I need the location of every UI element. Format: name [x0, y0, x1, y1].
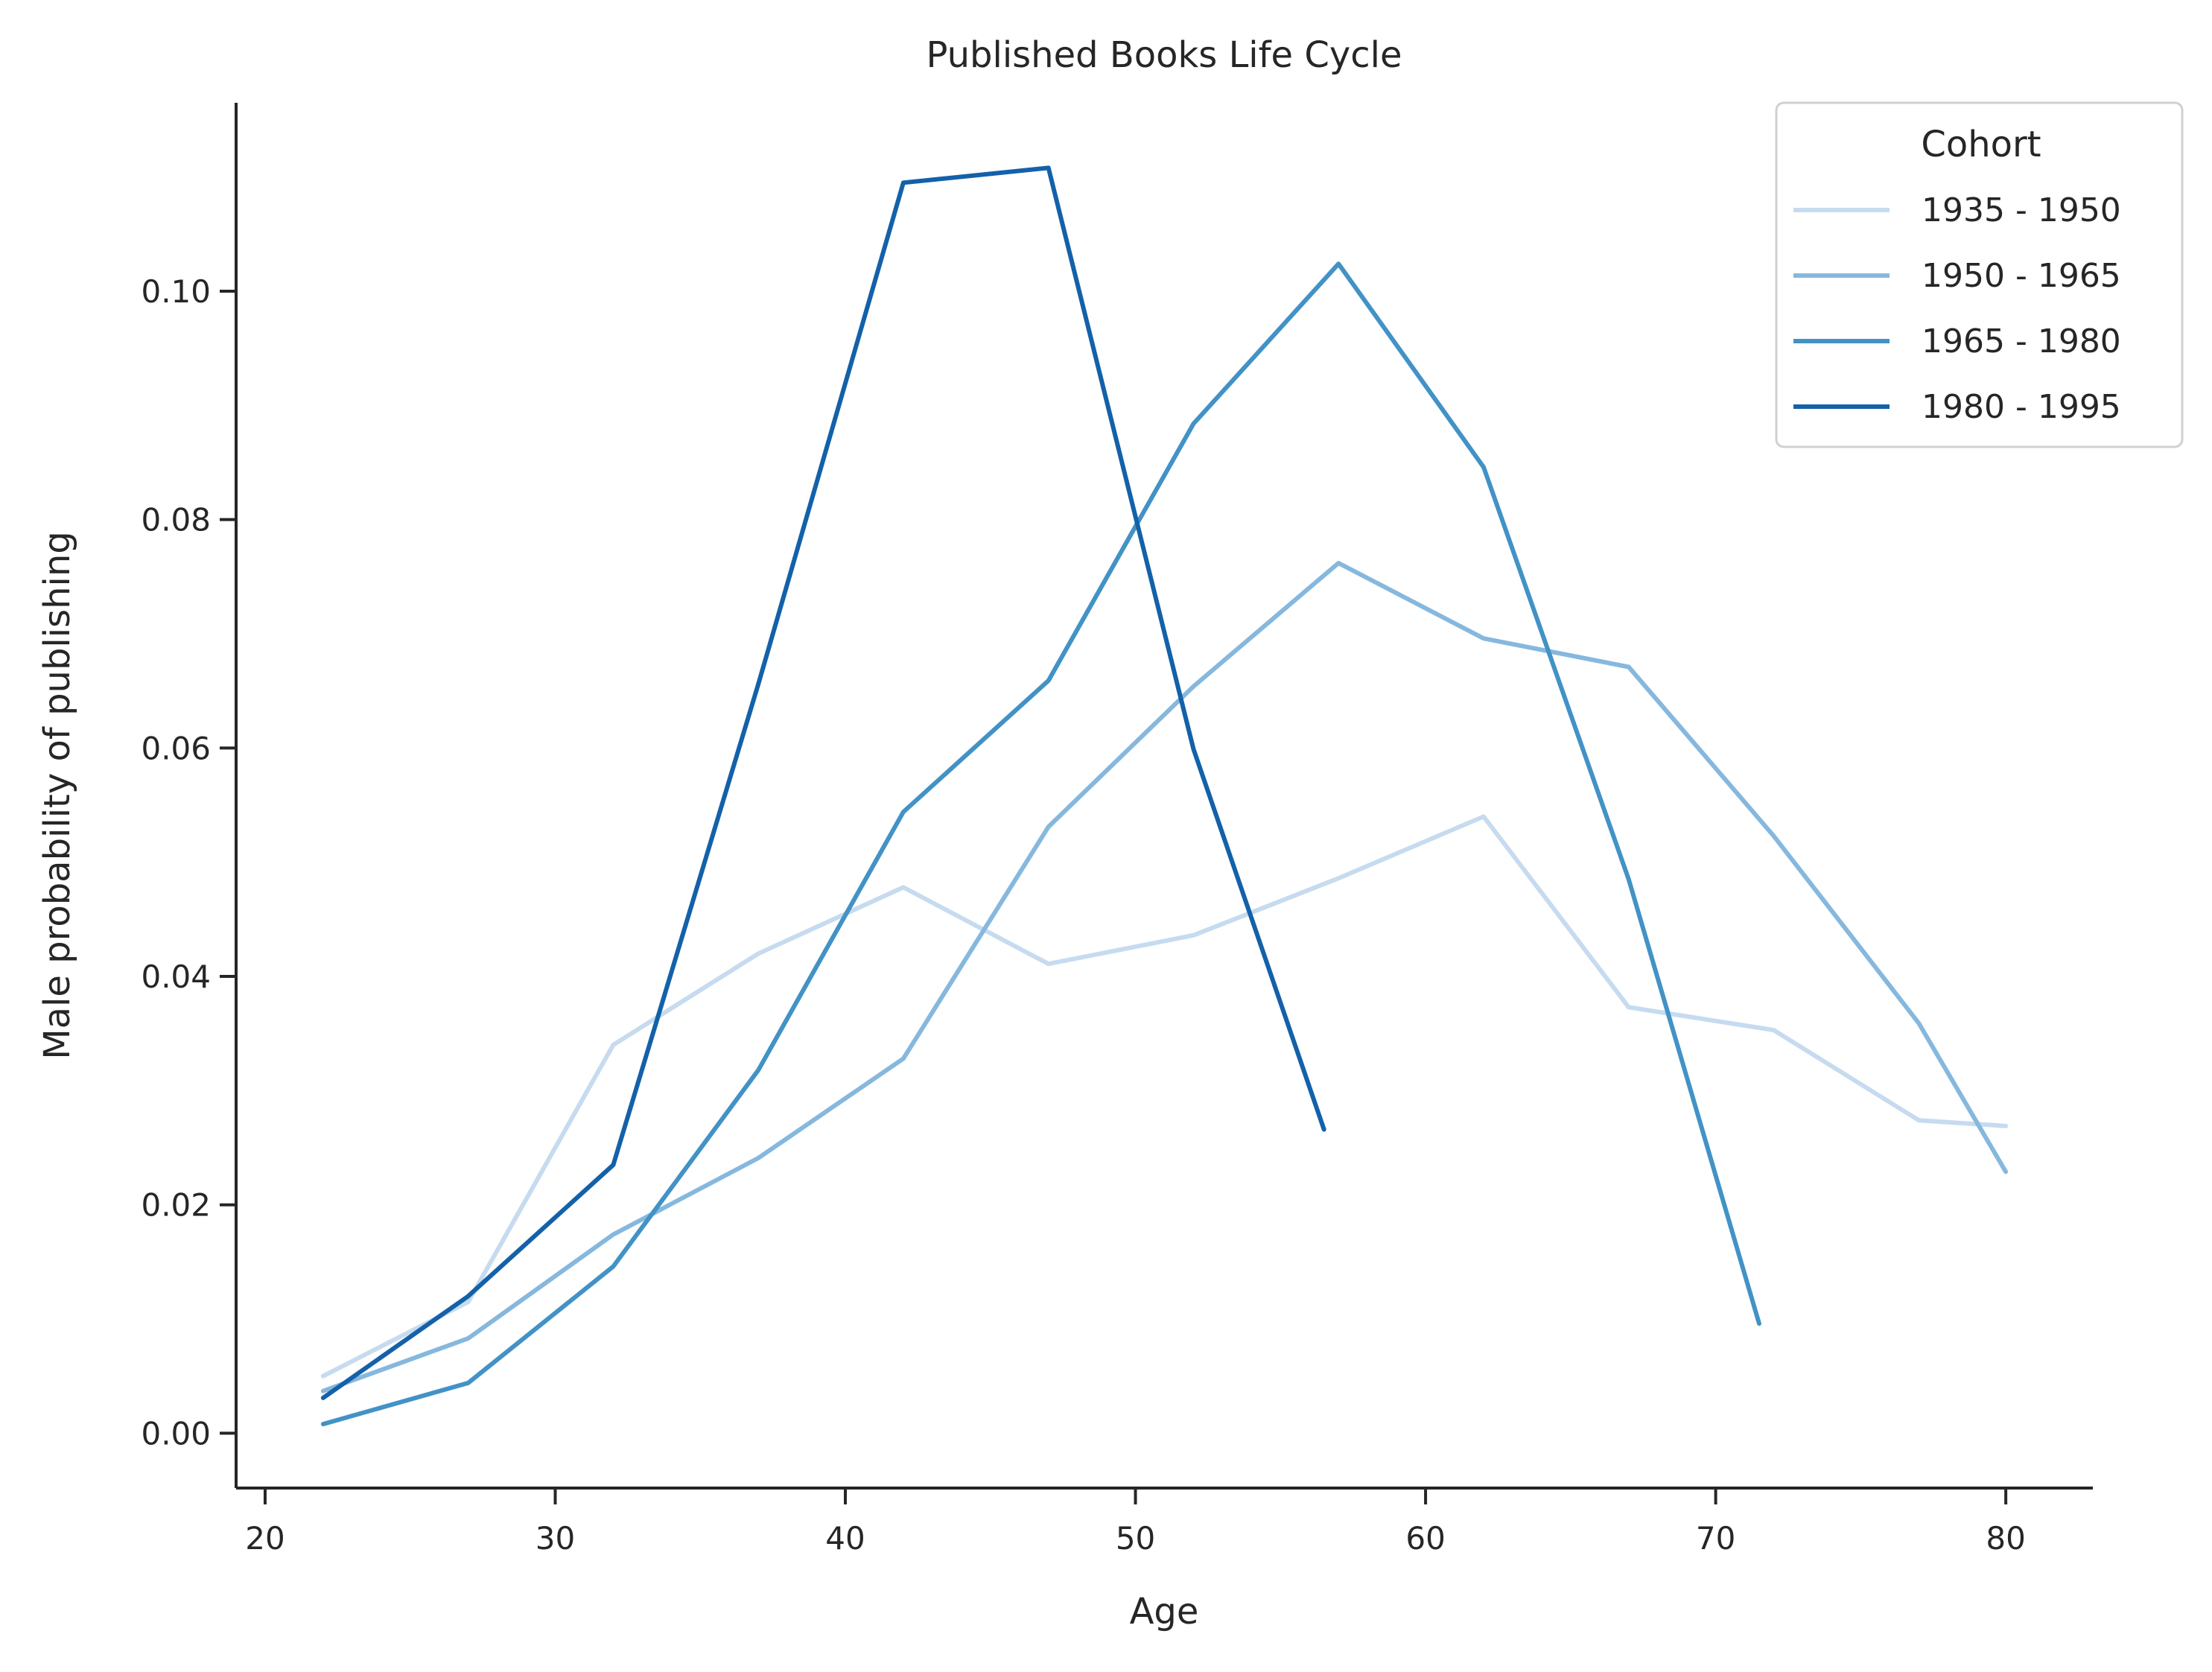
legend-label-3: 1965 - 1980: [1922, 322, 2121, 360]
legend-label-4: 1980 - 1995: [1922, 388, 2121, 426]
x-tick-label: 70: [1696, 1520, 1735, 1557]
y-axis-label: Male probability of publishing: [36, 531, 78, 1060]
x-ticks: 20 30 40 50 60 70 80: [245, 1488, 2026, 1557]
series-line-2: [320, 561, 2009, 1393]
series-line-1: [320, 814, 2009, 1379]
y-ticks: 0.00 0.02 0.04 0.06 0.08 0.10: [141, 273, 236, 1452]
legend-title: Cohort: [1921, 124, 2041, 165]
x-tick-label: 50: [1116, 1520, 1155, 1557]
y-tick-label: 0.04: [141, 959, 211, 995]
legend-box: [1775, 101, 2184, 448]
y-tick-label: 0.02: [141, 1187, 211, 1224]
y-tick-label: 0.10: [141, 273, 211, 310]
series-layer: [320, 165, 2009, 1427]
x-tick-label: 30: [535, 1520, 575, 1557]
x-tick-label: 60: [1405, 1520, 1445, 1557]
x-tick-label: 80: [1986, 1520, 2025, 1557]
x-tick-label: 40: [825, 1520, 865, 1557]
y-tick-label: 0.00: [141, 1415, 211, 1452]
y-tick-label: 0.08: [141, 502, 211, 538]
x-tick-label: 20: [245, 1520, 285, 1557]
series-line-3: [320, 261, 1761, 1427]
chart-title: Published Books Life Cycle: [926, 34, 1402, 76]
legend-label-1: 1935 - 1950: [1922, 191, 2121, 229]
legend-items: 1935 - 1950 1950 - 1965 1965 - 1980 1980 - …: [1793, 191, 2121, 426]
x-axis-label: Age: [1130, 1591, 1199, 1633]
legend: Cohort 1935 - 1950 1950 - 1965 1965 - 1980…: [1775, 101, 2184, 448]
y-tick-label: 0.06: [141, 730, 211, 766]
series-line-4: [320, 165, 1326, 1400]
legend-label-2: 1950 - 1965: [1922, 257, 2121, 295]
